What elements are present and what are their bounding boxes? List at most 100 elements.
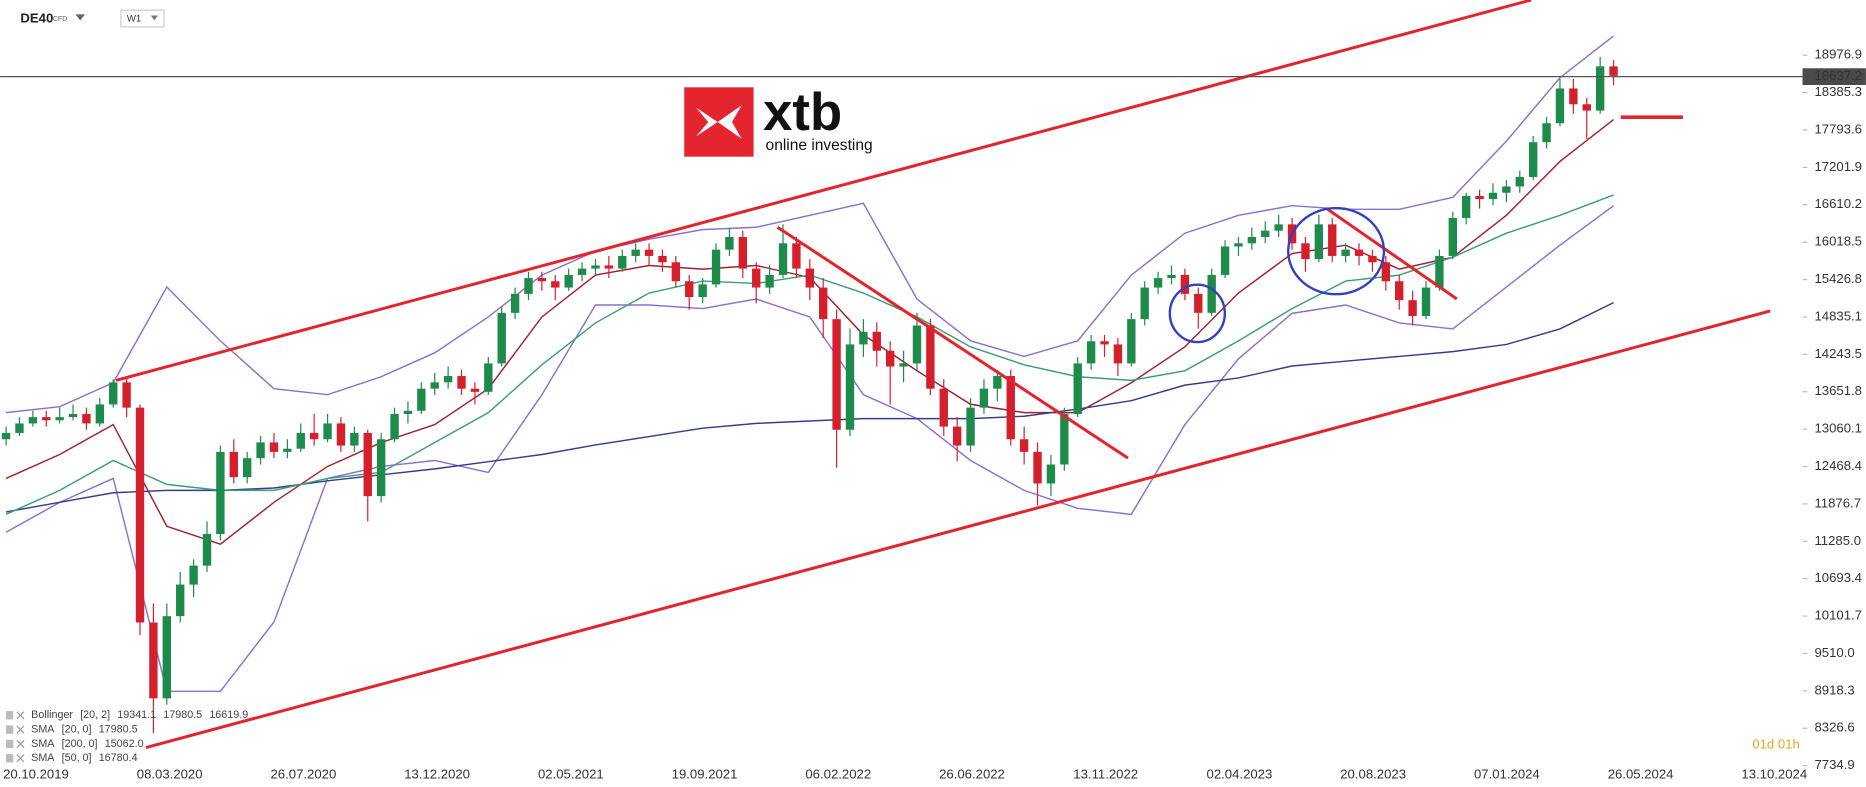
y-tick-label: 10693.4 [1814,570,1862,585]
y-tick-label: 10101.7 [1814,608,1862,623]
indicator-line [5,205,1614,693]
candle-body [1475,195,1484,200]
candle-body [966,407,975,446]
legend-icon [6,739,14,749]
candle-body [1180,274,1190,294]
candle-body [1395,281,1404,301]
candle-body [242,458,252,478]
candle-body [725,236,734,250]
candle-body [939,388,948,427]
candle-body [591,265,600,269]
candle-body [711,249,721,285]
legend-value: 15062.0 [105,738,144,750]
candle-body [845,344,855,430]
candle-body [1234,243,1243,247]
x-tick-label: 02.04.2023 [1207,767,1273,782]
x-tick-label: 07.01.2024 [1474,767,1540,782]
candle-body [1542,123,1551,143]
candle-body [1528,142,1538,177]
y-tick-label: 15426.8 [1814,271,1862,286]
candle-body [537,278,547,282]
candle-body [618,255,627,269]
candle-body [176,584,185,617]
candle-body [859,331,868,345]
candle-body [457,376,466,389]
y-tick-label: 11876.7 [1814,495,1861,510]
y-tick-label: 16018.5 [1814,234,1862,249]
candle-body [82,413,91,424]
candle-body [912,325,922,364]
symbol[interactable]: DE40 [20,11,53,26]
y-tick-label: 18385.3 [1814,84,1862,99]
logo-tagline: online investing [766,137,873,154]
candle-body [1086,341,1096,364]
logo-x [696,105,742,139]
legend-close [16,754,25,763]
candle-body [993,376,1002,389]
candle-body [1609,66,1618,76]
trendline-down [776,226,1129,460]
candle-body [216,451,225,535]
candle-body [778,243,788,275]
legend-value: 16780.4 [99,752,138,764]
candle-body [1220,246,1230,275]
candle-body [1368,255,1377,263]
x-tick-label: 26.06.2022 [939,767,1005,782]
candle-body [350,432,359,446]
candle-body [551,281,560,288]
candle-body [1488,192,1498,200]
timeframe[interactable]: W1 [127,14,141,25]
candle-body [1462,195,1471,219]
candle-body [55,417,64,421]
candle-body [872,331,881,351]
x-tick-label: 13.11.2022 [1073,767,1138,782]
candle-body [363,432,372,497]
candle-body [1247,236,1257,244]
candle-body [819,287,828,320]
legend-params: [20, 0] [62,723,92,735]
y-tick-label: 13060.1 [1814,421,1862,436]
y-tick-label: 12468.4 [1814,458,1862,473]
candle-body [631,249,640,256]
x-tick-label: 20.10.2019 [3,767,69,782]
candle-body [524,278,533,294]
timeframe-dropdown[interactable] [150,15,158,21]
y-tick-label: 17793.6 [1814,121,1862,136]
candle-body [1582,104,1591,111]
candle-body [1274,224,1283,231]
legend: Bollinger [20, 2] 19341.1 17980.5 16619.9 SMA… [6,709,248,764]
x-tick-label: 06.02.2022 [805,767,871,782]
timeframe-box[interactable] [120,9,165,28]
candle-body [1113,344,1123,364]
candle-body [1341,249,1350,256]
legend-icon [6,711,14,720]
candle-body [1569,88,1578,105]
candle-body [162,616,171,699]
candle-body [1033,451,1042,484]
legend-value: 17980.5 [99,723,138,735]
channel-upper [115,0,1532,382]
x-tick-label: 20.08.2023 [1340,767,1406,782]
candle-body [256,442,265,459]
candle-body [1314,224,1324,260]
y-tick-label: 14835.1 [1814,308,1862,323]
candle-body [832,319,841,430]
candle-body [752,268,761,288]
candle-body [1555,88,1565,124]
candle-body [122,382,131,408]
candle-body [698,284,707,298]
candle-body [109,382,118,405]
candle-body [805,268,814,288]
candle-body [95,404,105,424]
y-tick-label: 14243.5 [1814,346,1862,361]
candle-body [1595,66,1605,111]
candle-body [765,274,774,288]
candle-body [658,255,667,263]
x-tick-label: 08.03.2020 [137,767,203,782]
candle-body [229,451,238,478]
y-tick-label: 11285.0 [1814,533,1861,548]
candle-body [926,325,935,389]
y-tick-label: 8326.6 [1814,720,1854,735]
symbol-dropdown[interactable] [75,14,86,21]
